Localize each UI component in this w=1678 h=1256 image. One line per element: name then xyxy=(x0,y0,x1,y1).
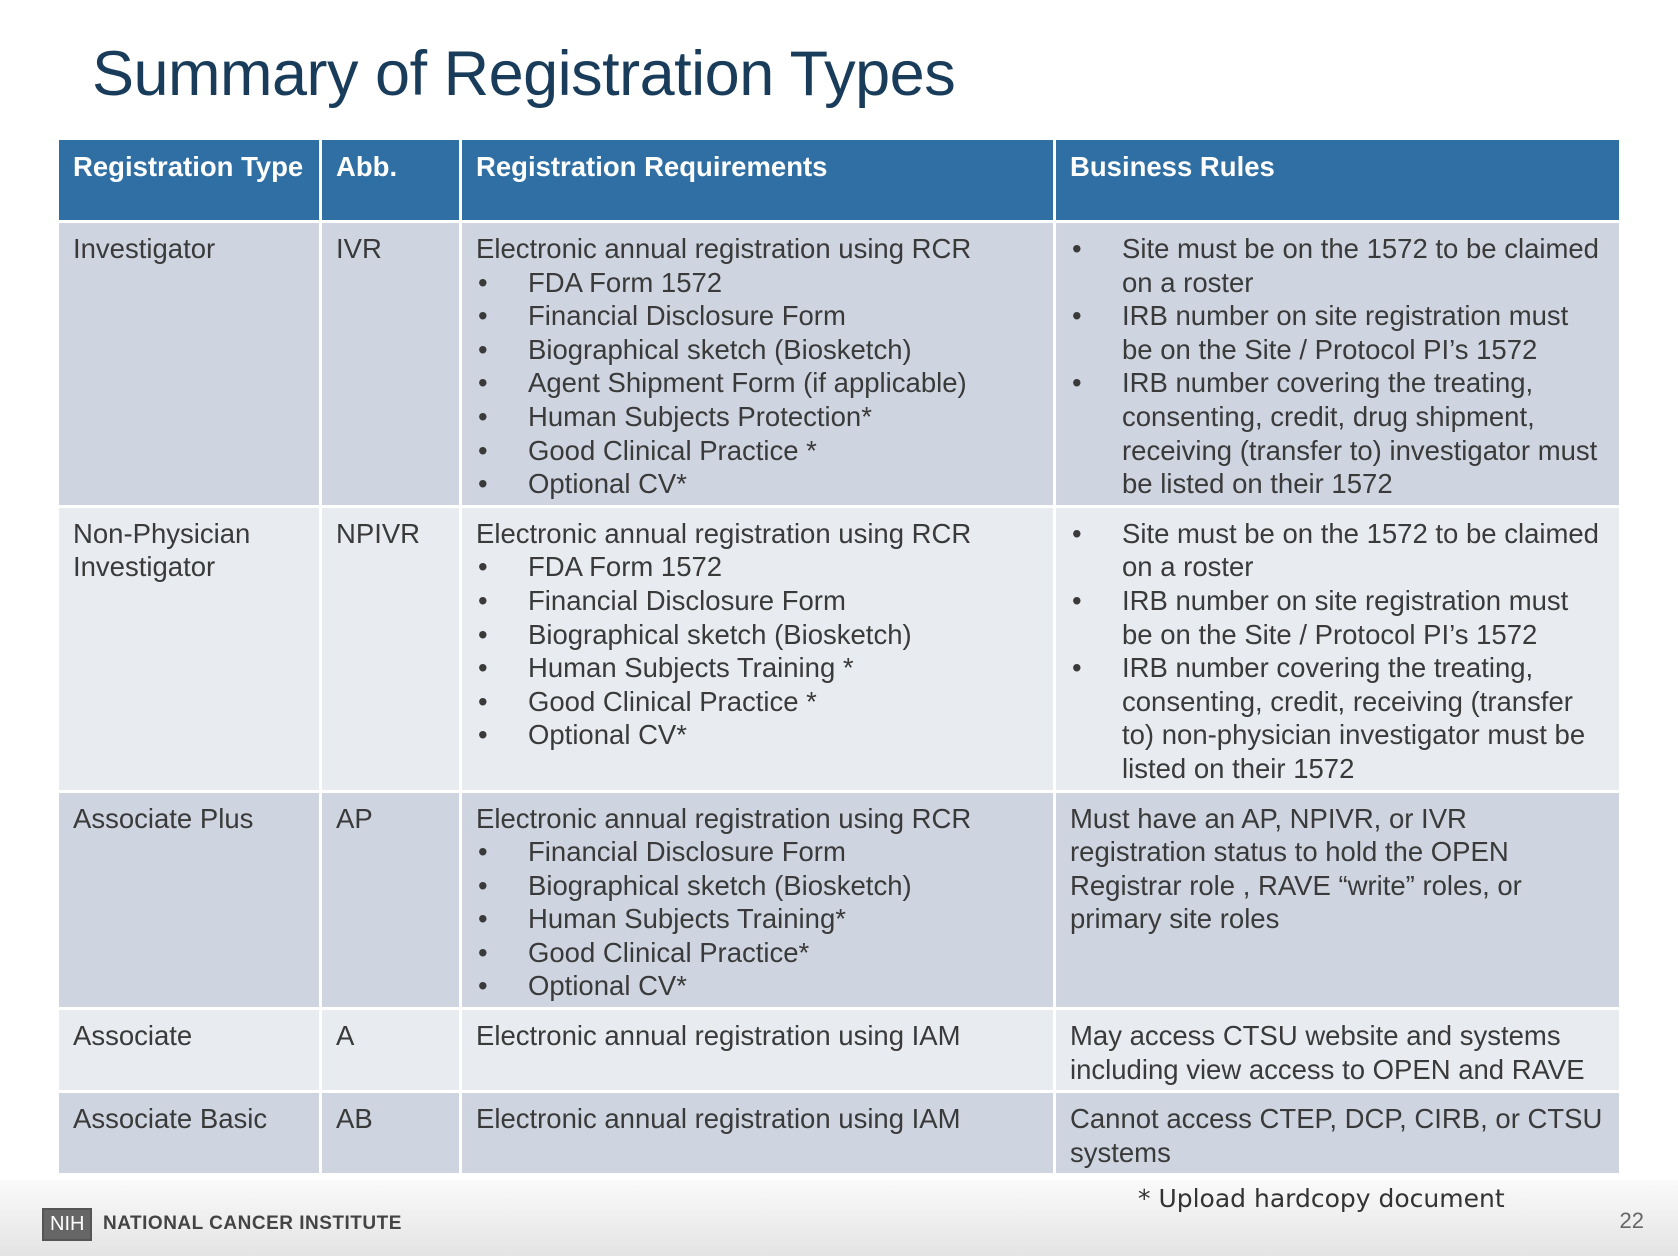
rules-cell: Cannot access CTEP, DCP, CIRB, or CTSU s… xyxy=(1056,1093,1619,1174)
type-cell: Investigator xyxy=(59,223,319,505)
rules-list: Site must be on the 1572 to be claimed o… xyxy=(1070,232,1605,501)
rule-item: Site must be on the 1572 to be claimed o… xyxy=(1070,517,1605,584)
requirements-cell: Electronic annual registration using RCR… xyxy=(462,792,1053,1008)
requirement-item: Human Subjects Training* xyxy=(476,902,1039,936)
rules-text: May access CTSU website and systems incl… xyxy=(1070,1020,1585,1085)
column-header: Business Rules xyxy=(1056,140,1619,220)
requirement-item: FDA Form 1572 xyxy=(476,550,1039,584)
rules-text: Cannot access CTEP, DCP, CIRB, or CTSU s… xyxy=(1070,1103,1603,1168)
rules-cell: Must have an AP, NPIVR, or IVR registrat… xyxy=(1056,792,1619,1008)
requirement-item: Biographical sketch (Biosketch) xyxy=(476,869,1039,903)
requirement-item: FDA Form 1572 xyxy=(476,266,1039,300)
requirements-list: FDA Form 1572Financial Disclosure FormBi… xyxy=(476,266,1039,501)
requirement-item: Human Subjects Protection* xyxy=(476,400,1039,434)
requirement-item: Financial Disclosure Form xyxy=(476,835,1039,869)
requirement-item: Good Clinical Practice * xyxy=(476,685,1039,719)
requirements-intro: Electronic annual registration using RCR xyxy=(476,802,972,834)
rule-item: IRB number on site registration must be … xyxy=(1070,299,1605,366)
type-cell: Associate Basic xyxy=(59,1093,319,1174)
table: Registration Type Abb. Registration Requir… xyxy=(56,137,1622,1176)
rules-text: Must have an AP, NPIVR, or IVR registrat… xyxy=(1070,802,1522,935)
rules-list: Site must be on the 1572 to be claimed o… xyxy=(1070,517,1605,786)
requirement-item: Financial Disclosure Form xyxy=(476,584,1039,618)
row: Non-Physician Investigator NPIVR Electroni… xyxy=(59,507,1619,790)
table-header: Registration Type Abb. Registration Requir… xyxy=(59,140,1619,220)
title: Summary of Registration Types xyxy=(92,39,956,109)
row: Associate A Electronic annual registration… xyxy=(59,1010,1619,1091)
requirements-list: Financial Disclosure FormBiographical sk… xyxy=(476,835,1039,1003)
requirement-item: Optional CV* xyxy=(476,467,1039,501)
rule-item: IRB number on site registration must be … xyxy=(1070,584,1605,651)
row: Associate Basic AB Electronic annual regis… xyxy=(59,1093,1619,1174)
requirement-item: Financial Disclosure Form xyxy=(476,299,1039,333)
requirement-item: Biographical sketch (Biosketch) xyxy=(476,618,1039,652)
column-header: Registration Requirements xyxy=(462,140,1053,220)
institute: NATIONAL CANCER INSTITUTE xyxy=(103,1213,402,1234)
logo: NIH xyxy=(42,1208,93,1241)
requirement-item: Good Clinical Practice* xyxy=(476,936,1039,970)
rules-cell: May access CTSU website and systems incl… xyxy=(1056,1010,1619,1091)
rule-item: IRB number covering the treating, consen… xyxy=(1070,366,1605,500)
rule-item: Site must be on the 1572 to be claimed o… xyxy=(1070,232,1605,299)
column-header: Registration Type xyxy=(59,140,319,220)
requirements-cell: Electronic annual registration using RCR… xyxy=(462,507,1053,790)
footer-bar xyxy=(0,1180,1678,1256)
requirements-cell: Electronic annual registration using IAM xyxy=(462,1010,1053,1091)
column-header: Abb. xyxy=(322,140,459,220)
requirement-item: Agent Shipment Form (if applicable) xyxy=(476,366,1039,400)
requirement-item: Optional CV* xyxy=(476,969,1039,1003)
requirements-intro: Electronic annual registration using IAM xyxy=(476,1020,961,1052)
abb-cell: AP xyxy=(322,792,459,1008)
abb-cell: NPIVR xyxy=(322,507,459,790)
requirements-cell: Electronic annual registration using IAM xyxy=(462,1093,1053,1174)
abb-cell: IVR xyxy=(322,223,459,505)
row: Associate Plus AP Electronic annual regist… xyxy=(59,792,1619,1008)
requirements-list: FDA Form 1572Financial Disclosure FormBi… xyxy=(476,550,1039,752)
footnote: * Upload hardcopy document xyxy=(1138,1184,1505,1213)
type-cell: Associate xyxy=(59,1010,319,1091)
table-body: Investigator IVR Electronic annual registr… xyxy=(59,223,1619,1174)
requirements-intro: Electronic annual registration using IAM xyxy=(476,1103,961,1135)
rules-cell: Site must be on the 1572 to be claimed o… xyxy=(1056,507,1619,790)
requirements-intro: Electronic annual registration using RCR xyxy=(476,517,972,549)
requirement-item: Good Clinical Practice * xyxy=(476,434,1039,468)
abb-cell: AB xyxy=(322,1093,459,1174)
rule-item: IRB number covering the treating, consen… xyxy=(1070,651,1605,785)
requirement-item: Biographical sketch (Biosketch) xyxy=(476,333,1039,367)
requirement-item: Human Subjects Training * xyxy=(476,651,1039,685)
page-number: 22 xyxy=(1619,1208,1644,1233)
type-cell: Non-Physician Investigator xyxy=(59,507,319,790)
rules-cell: Site must be on the 1572 to be claimed o… xyxy=(1056,223,1619,505)
requirement-item: Optional CV* xyxy=(476,718,1039,752)
requirements-intro: Electronic annual registration using RCR xyxy=(476,233,972,264)
header-row: Registration Type Abb. Registration Requir… xyxy=(59,140,1619,220)
row: Investigator IVR Electronic annual registr… xyxy=(59,223,1619,505)
requirements-cell: Electronic annual registration using RCR… xyxy=(462,223,1053,505)
abb-cell: A xyxy=(322,1010,459,1091)
type-cell: Associate Plus xyxy=(59,792,319,1008)
